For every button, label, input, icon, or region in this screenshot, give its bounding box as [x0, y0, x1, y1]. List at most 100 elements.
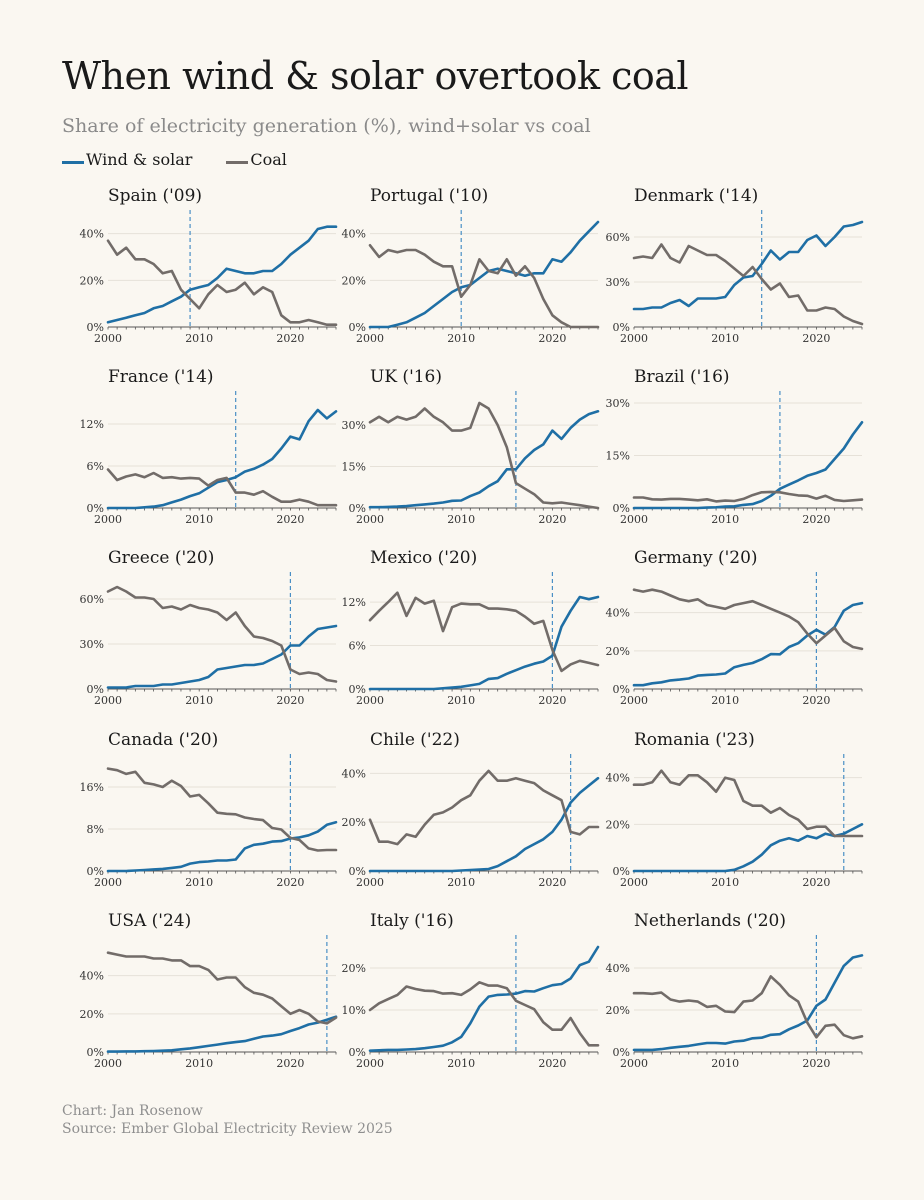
legend-item-wind-solar: Wind & solar [62, 150, 192, 169]
panel-italy: Italy ('16) 0% 10% 20% 2000 2010 2020 [342, 911, 600, 1070]
y-tick-label: 0% [87, 865, 104, 878]
coal-line [106, 767, 338, 852]
y-tick-label: 20% [606, 818, 630, 831]
x-tick-label: 2000 [620, 694, 648, 707]
x-tick-label: 2010 [711, 513, 739, 526]
x-tick-label: 2000 [620, 1057, 648, 1070]
y-tick-label: 20% [342, 962, 366, 975]
x-tick-label: 2020 [538, 332, 566, 345]
panel-title-denmark: Denmark ('14) [634, 186, 758, 206]
y-tick-label: 20% [80, 1008, 104, 1021]
panel-title-italy: Italy ('16) [370, 911, 454, 931]
x-tick-label: 2020 [802, 876, 830, 889]
x-tick-label: 2010 [711, 694, 739, 707]
y-tick-label: 40% [80, 970, 104, 983]
wind-solar-line [106, 820, 338, 873]
y-tick-label: 15% [342, 461, 366, 474]
coal-line [106, 585, 338, 683]
x-tick-label: 2020 [538, 876, 566, 889]
coal-line [632, 490, 864, 503]
panel-greece: Greece ('20) 0% 30% 60% 2000 2010 2020 [80, 548, 338, 707]
x-tick-label: 2000 [94, 876, 122, 889]
y-tick-label: 20% [342, 274, 366, 287]
y-tick-label: 10% [342, 1004, 366, 1017]
wind-solar-line [106, 225, 338, 324]
y-tick-label: 12% [342, 596, 366, 609]
y-tick-label: 0% [349, 683, 366, 696]
panel-canada: Canada ('20) 0% 8% 16% 2000 2010 2020 [80, 730, 338, 889]
y-tick-label: 40% [80, 228, 104, 241]
panel-title-uk: UK ('16) [370, 367, 442, 387]
x-tick-label: 2000 [356, 694, 384, 707]
y-tick-label: 0% [613, 502, 630, 515]
x-tick-label: 2020 [276, 694, 304, 707]
wind-solar-line [368, 945, 600, 1052]
y-tick-label: 20% [342, 816, 366, 829]
wind-solar-line [106, 1015, 338, 1053]
wind-solar-line [368, 220, 600, 329]
x-tick-label: 2000 [94, 513, 122, 526]
panel-mexico: Mexico ('20) 0% 6% 12% 2000 2010 2020 [342, 548, 600, 707]
wind-solar-line [106, 408, 338, 510]
panel-chile: Chile ('22) 0% 20% 40% 2000 2010 2020 [342, 730, 600, 889]
y-tick-label: 0% [613, 1046, 630, 1059]
x-tick-label: 2000 [356, 513, 384, 526]
wind-solar-line [368, 595, 600, 691]
y-tick-label: 20% [80, 274, 104, 287]
y-tick-label: 16% [80, 781, 104, 794]
x-tick-label: 2010 [185, 1057, 213, 1070]
x-tick-label: 2020 [538, 1057, 566, 1070]
x-tick-label: 2020 [276, 876, 304, 889]
y-tick-label: 0% [349, 502, 366, 515]
y-tick-label: 0% [613, 683, 630, 696]
wind-solar-line [632, 601, 864, 687]
coal-line [106, 468, 338, 507]
x-tick-label: 2000 [356, 1057, 384, 1070]
chart-title: When wind & solar overtook coal [62, 54, 689, 98]
panel-romania: Romania ('23) 0% 20% 40% 2000 2010 2020 [606, 730, 864, 889]
wind-solar-line [106, 624, 338, 689]
coal-line [368, 980, 600, 1047]
x-tick-label: 2020 [276, 1057, 304, 1070]
coal-line [106, 951, 338, 1025]
y-tick-label: 0% [87, 321, 104, 334]
x-tick-label: 2010 [447, 513, 475, 526]
wind-solar-line [368, 409, 600, 509]
panel-usa: USA ('24) 0% 20% 40% 2000 2010 2020 [80, 911, 338, 1070]
x-tick-label: 2000 [94, 694, 122, 707]
y-tick-label: 0% [349, 865, 366, 878]
coal-line [632, 769, 864, 838]
y-tick-label: 40% [342, 228, 366, 241]
x-tick-label: 2010 [711, 1057, 739, 1070]
coal-line [632, 588, 864, 651]
x-tick-label: 2010 [447, 332, 475, 345]
y-tick-label: 0% [87, 502, 104, 515]
y-tick-label: 0% [349, 1046, 366, 1059]
x-tick-label: 2020 [802, 694, 830, 707]
y-tick-label: 15% [606, 450, 630, 463]
x-tick-label: 2000 [356, 332, 384, 345]
panel-portugal: Portugal ('10) 0% 20% 40% 2000 2010 2020 [342, 186, 600, 345]
footer: Chart: Jan Rosenow Source: Ember Global … [62, 1102, 393, 1138]
x-tick-label: 2010 [447, 694, 475, 707]
x-tick-label: 2000 [356, 876, 384, 889]
y-tick-label: 6% [87, 460, 104, 473]
coal-line [368, 591, 600, 673]
panel-denmark: Denmark ('14) 0% 30% 60% 2000 2010 2020 [606, 186, 864, 345]
x-tick-label: 2020 [538, 513, 566, 526]
panel-title-canada: Canada ('20) [108, 730, 218, 750]
x-tick-label: 2010 [447, 1057, 475, 1070]
legend-label-wind-solar: Wind & solar [86, 150, 193, 169]
panel-brazil: Brazil ('16) 0% 15% 30% 2000 2010 2020 [606, 367, 864, 526]
wind-solar-line [632, 220, 864, 311]
x-tick-label: 2010 [185, 513, 213, 526]
chart-subtitle: Share of electricity generation (%), win… [62, 115, 591, 137]
wind-solar-line [368, 776, 600, 873]
y-tick-label: 20% [606, 1004, 630, 1017]
legend-item-coal: Coal [226, 150, 287, 169]
y-tick-label: 40% [606, 607, 630, 620]
x-tick-label: 2020 [802, 1057, 830, 1070]
wind-solar-line [632, 822, 864, 873]
x-tick-label: 2020 [276, 513, 304, 526]
